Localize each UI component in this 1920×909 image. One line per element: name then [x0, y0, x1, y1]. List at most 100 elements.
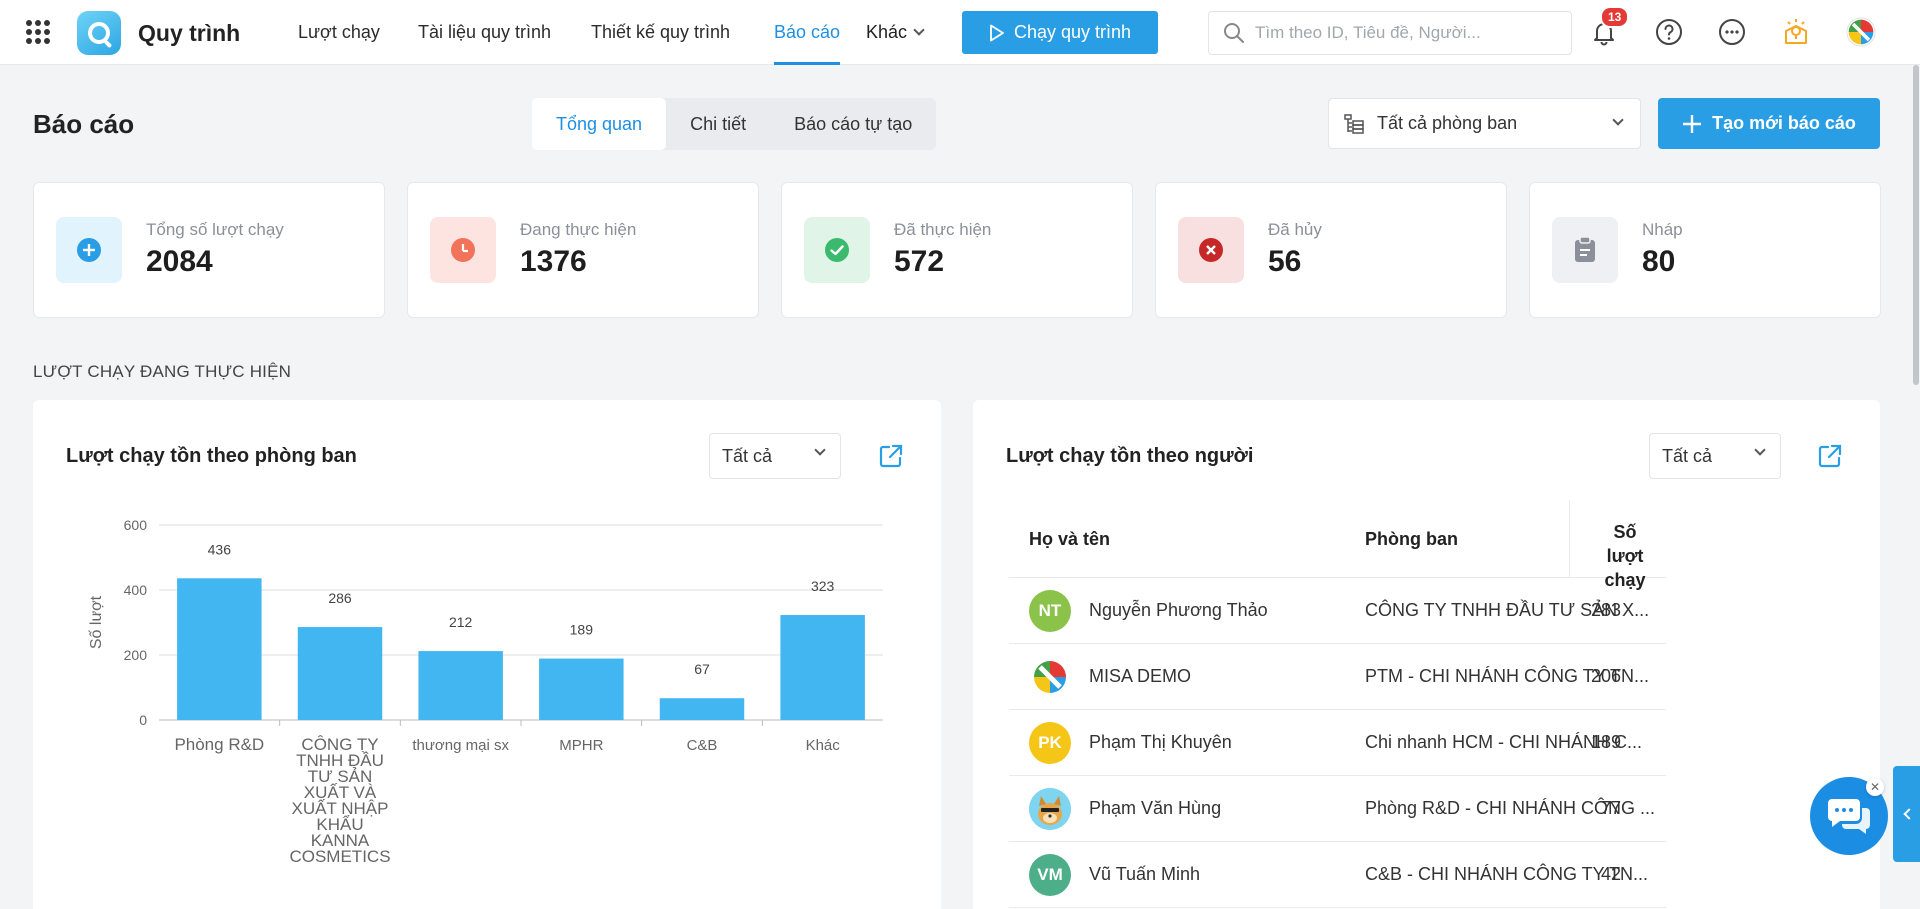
stat-label: Nháp — [1642, 220, 1683, 239]
org-tree-icon — [1344, 113, 1364, 134]
chart-x-tick-label: Phòng R&D — [174, 735, 264, 754]
chart-x-tick-label: TƯ SẢN — [308, 767, 373, 786]
table-row[interactable]: Phạm Văn Hùng Phòng R&D - CHI NHÁNH CÔNG… — [1009, 776, 1666, 842]
nav-more[interactable]: Khác — [866, 0, 925, 65]
stat-icon-bg — [430, 217, 496, 283]
cell-dept: PTM - CHI NHÁNH CÔNG TY TN... — [1365, 666, 1650, 686]
tab-overview[interactable]: Tổng quan — [532, 98, 667, 150]
col-header-name[interactable]: Họ và tên — [1029, 529, 1111, 549]
nav-documents[interactable]: Tài liệu quy trình — [418, 22, 552, 42]
top-bar: Quy trình Lượt chạy Tài liệu quy trình T… — [0, 0, 1920, 65]
chevron-down-icon — [1612, 114, 1624, 126]
play-icon — [990, 24, 1004, 41]
chart-y-axis-label: Số lượt — [88, 595, 105, 649]
department-filter-select[interactable]: Tất cả phòng ban — [1328, 98, 1641, 149]
stat-icon-bg — [1552, 217, 1618, 283]
chat-icon — [1828, 799, 1870, 834]
search-box — [1208, 11, 1572, 55]
check-circle-icon — [825, 238, 849, 262]
chart-x-tick-label: XUẤT VÀ — [304, 783, 377, 802]
tab-detail[interactable]: Chi tiết — [690, 113, 747, 134]
stat-icon-bg — [56, 217, 122, 283]
avatar — [1029, 788, 1071, 830]
nav-reports[interactable]: Báo cáo — [774, 0, 841, 65]
chart-bar — [177, 578, 262, 720]
chart-y-tick-label: 400 — [124, 582, 148, 598]
cell-count: 42 — [1600, 864, 1621, 884]
stat-card-completed[interactable]: Đã thực hiện 572 — [781, 182, 1133, 318]
stat-label: Đã thực hiện — [894, 220, 992, 239]
cell-name: MISA DEMO — [1089, 666, 1192, 686]
chart-bar — [659, 698, 745, 720]
run-process-label: Chạy quy trình — [1013, 22, 1132, 42]
run-process-button[interactable]: Chạy quy trình — [962, 11, 1158, 54]
chart-data-label: 212 — [449, 614, 473, 630]
chart-x-tick-label: TNHH ĐẦU — [296, 751, 384, 770]
search-input[interactable] — [1255, 23, 1555, 43]
page-title: Báo cáo — [33, 109, 135, 139]
stat-value: 80 — [1642, 245, 1676, 278]
cell-count: 206 — [1590, 666, 1621, 686]
app-title: Quy trình — [138, 20, 241, 46]
person-panel-filter-select[interactable]: Tất cả — [1649, 433, 1781, 479]
dog-avatar-icon — [1029, 788, 1071, 830]
dept-panel-filter-select[interactable]: Tất cả — [709, 433, 841, 479]
table-row[interactable]: VM Vũ Tuấn Minh C&B - CHI NHÁNH CÔNG TY … — [1009, 842, 1666, 908]
page-scrollbar[interactable] — [1912, 65, 1920, 909]
report-tabs: Tổng quan Chi tiết Báo cáo tự tạo — [532, 98, 937, 150]
side-panel-toggle[interactable] — [1893, 766, 1920, 862]
open-external-icon[interactable] — [1817, 443, 1843, 469]
stat-icon-bg — [804, 217, 870, 283]
create-report-label: Tạo mới báo cáo — [1712, 113, 1856, 133]
cell-name: Nguyễn Phương Thảo — [1089, 600, 1268, 620]
avatar: VM — [1029, 854, 1071, 896]
cell-name: Phạm Thị Khuyên — [1089, 732, 1232, 752]
col-header-dept[interactable]: Phòng ban — [1365, 529, 1458, 549]
help-icon[interactable] — [1654, 17, 1684, 47]
chart-x-tick-label: MPHR — [559, 737, 603, 754]
chevron-left-icon — [1902, 808, 1915, 820]
stat-card-draft[interactable]: Nháp 80 — [1529, 182, 1881, 318]
avatar — [1029, 656, 1071, 698]
stat-value: 1376 — [520, 245, 587, 278]
filter-value: Tất cả — [1662, 445, 1713, 466]
section-title: LƯỢT CHẠY ĐANG THỰC HIỆN — [33, 362, 292, 381]
app-launcher-icon[interactable] — [26, 20, 50, 44]
chart-x-tick-label: KANNA — [311, 831, 370, 850]
col-divider — [1569, 500, 1669, 578]
open-external-icon[interactable] — [878, 443, 904, 469]
stat-card-total[interactable]: Tổng số lượt chạy 2084 — [33, 182, 385, 318]
cell-dept: C&B - CHI NHÁNH CÔNG TY TN... — [1365, 864, 1649, 884]
avatar: PK — [1029, 722, 1071, 764]
more-options-icon[interactable] — [1717, 17, 1747, 47]
chat-close-icon[interactable]: ✕ — [1866, 778, 1884, 796]
clock-icon — [451, 238, 475, 262]
tab-custom-report[interactable]: Báo cáo tự tạo — [794, 113, 913, 134]
chevron-down-icon — [1754, 444, 1766, 456]
table-row[interactable]: NT Nguyễn Phương Thảo CÔNG TY TNHH ĐẦU T… — [1009, 578, 1666, 644]
col-header-count-line2: chạy — [1604, 570, 1646, 590]
stat-label: Đang thực hiện — [520, 220, 637, 239]
scrollbar-thumb[interactable] — [1913, 65, 1919, 385]
nav-runs[interactable]: Lượt chạy — [298, 22, 380, 42]
nav-design[interactable]: Thiết kế quy trình — [591, 22, 731, 42]
table-row[interactable]: MISA DEMO PTM - CHI NHÁNH CÔNG TY TN... … — [1009, 644, 1666, 710]
filter-value: Tất cả — [722, 445, 773, 466]
col-header-count[interactable]: Số lượt chạy — [1595, 520, 1655, 592]
notification-badge: 13 — [1600, 6, 1630, 28]
clipboard-icon — [1575, 236, 1595, 262]
cell-dept: Phòng R&D - CHI NHÁNH CÔNG ... — [1365, 798, 1656, 818]
stat-card-in-progress[interactable]: Đang thực hiện 1376 — [407, 182, 759, 318]
chart-bar — [297, 627, 383, 720]
plus-circle-icon — [77, 238, 101, 262]
chart-x-tick-label: C&B — [687, 737, 718, 754]
table-row[interactable]: PK Phạm Thị Khuyên Chi nhanh HCM - CHI N… — [1009, 710, 1666, 776]
cell-count: 189 — [1590, 732, 1621, 752]
create-report-button[interactable]: Tạo mới báo cáo — [1658, 98, 1880, 149]
lightbulb-icon[interactable] — [1781, 17, 1811, 47]
person-table-panel: Lượt chạy tồn theo người Tất cả Họ và tê… — [973, 400, 1880, 909]
cell-dept: CÔNG TY TNHH ĐẦU TƯ SẢN X... — [1365, 600, 1650, 620]
cell-dept: Chi nhanh HCM - CHI NHÁNH C... — [1365, 732, 1643, 752]
user-avatar[interactable] — [1846, 17, 1876, 47]
stat-card-cancelled[interactable]: Đã hủy 56 — [1155, 182, 1507, 318]
